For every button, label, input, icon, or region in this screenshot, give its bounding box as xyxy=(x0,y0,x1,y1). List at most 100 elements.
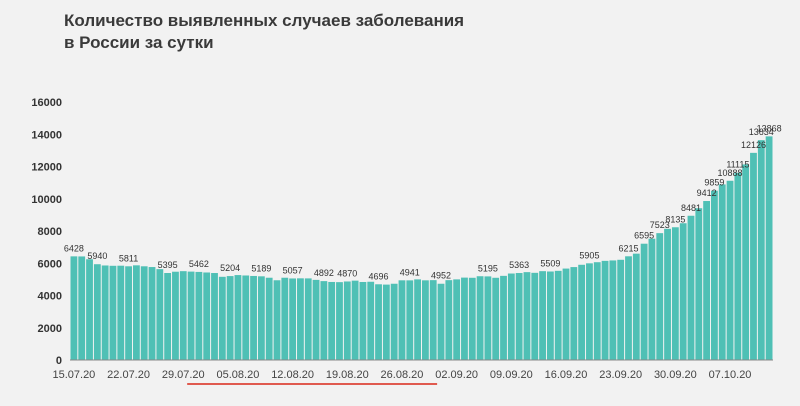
bar xyxy=(664,228,671,360)
bar xyxy=(718,184,726,360)
bar xyxy=(117,265,125,360)
bar xyxy=(297,278,304,360)
data-label: 4941 xyxy=(400,267,420,277)
data-label: 4696 xyxy=(369,271,389,281)
bar xyxy=(695,208,703,360)
x-tick-label: 15.07.20 xyxy=(52,369,95,381)
x-tick-label: 05.08.20 xyxy=(217,369,260,381)
bar xyxy=(390,283,398,360)
bar xyxy=(382,284,390,360)
data-label: 10888 xyxy=(718,168,743,178)
bar xyxy=(125,266,132,360)
bar xyxy=(343,281,351,360)
data-label: 12126 xyxy=(741,140,766,150)
chart-title-line1: Количество выявленных случаев заболевани… xyxy=(64,11,465,30)
x-tick-label: 26.08.20 xyxy=(381,369,424,381)
x-tick-label: 02.09.20 xyxy=(435,369,478,381)
bar xyxy=(179,271,187,360)
x-tick-label: 12.08.20 xyxy=(271,369,314,381)
bar xyxy=(70,256,78,360)
bar xyxy=(211,273,218,360)
data-label: 5940 xyxy=(87,251,107,261)
bar xyxy=(609,260,617,360)
x-tick-label: 23.09.20 xyxy=(599,369,642,381)
y-tick-label: 8000 xyxy=(38,226,62,238)
bar xyxy=(367,281,375,360)
bar xyxy=(226,276,234,360)
y-tick-label: 0 xyxy=(56,355,62,367)
bar xyxy=(640,243,648,360)
bar xyxy=(515,273,523,360)
bar xyxy=(195,271,203,360)
bar xyxy=(750,152,757,360)
bar xyxy=(687,215,695,360)
bar xyxy=(398,280,406,360)
bar xyxy=(570,267,578,360)
bar xyxy=(101,265,109,360)
bar xyxy=(242,275,250,360)
bar xyxy=(273,280,281,360)
bar xyxy=(218,276,226,360)
bar xyxy=(187,271,195,360)
y-tick-label: 10000 xyxy=(31,194,62,206)
bar xyxy=(445,280,453,360)
bar xyxy=(461,277,468,360)
data-label: 6428 xyxy=(64,243,84,253)
data-label: 5195 xyxy=(478,263,498,273)
x-tick-label: 07.10.20 xyxy=(709,369,752,381)
bar xyxy=(648,238,656,360)
bar xyxy=(140,266,148,360)
data-label: 13634 xyxy=(749,127,774,137)
bar xyxy=(671,227,679,360)
bar xyxy=(757,140,765,360)
bar xyxy=(86,259,93,360)
bar xyxy=(429,280,437,360)
x-tick-label: 29.07.20 xyxy=(162,369,205,381)
bar xyxy=(375,284,382,360)
bar xyxy=(601,260,609,360)
bar xyxy=(656,233,664,360)
bar xyxy=(265,277,273,360)
bar xyxy=(250,275,257,360)
bar xyxy=(422,280,429,360)
bar xyxy=(726,180,734,360)
data-label: 4952 xyxy=(431,271,451,281)
bar xyxy=(156,269,164,360)
data-label: 5363 xyxy=(509,260,529,270)
bar xyxy=(554,270,562,360)
y-tick-label: 6000 xyxy=(38,258,62,270)
bar xyxy=(703,201,711,360)
bar xyxy=(453,279,461,360)
data-label: 6595 xyxy=(634,231,654,241)
bar xyxy=(523,272,531,360)
bar xyxy=(507,273,515,360)
data-label: 5189 xyxy=(251,263,271,273)
y-tick-label: 16000 xyxy=(31,97,62,109)
data-label: 5509 xyxy=(540,259,560,269)
data-label: 4870 xyxy=(337,268,357,278)
bar xyxy=(765,136,773,360)
bar xyxy=(148,267,156,360)
bar xyxy=(586,263,593,360)
bar xyxy=(328,281,336,360)
bar xyxy=(172,271,179,360)
data-label: 5462 xyxy=(189,259,209,269)
bar xyxy=(578,264,586,360)
bar xyxy=(289,278,297,360)
data-label: 5905 xyxy=(579,250,599,260)
bar xyxy=(359,281,367,360)
data-label: 9859 xyxy=(704,178,724,188)
bar xyxy=(593,262,601,360)
bar xyxy=(437,283,445,360)
bar xyxy=(562,268,570,360)
bar xyxy=(406,280,414,360)
y-tick-label: 14000 xyxy=(31,129,62,141)
data-label: 8481 xyxy=(681,203,701,213)
data-label: 11115 xyxy=(726,160,749,170)
bar xyxy=(109,265,117,360)
bar xyxy=(93,264,101,360)
bar xyxy=(336,282,343,360)
bar xyxy=(476,276,484,360)
bar xyxy=(234,275,242,360)
